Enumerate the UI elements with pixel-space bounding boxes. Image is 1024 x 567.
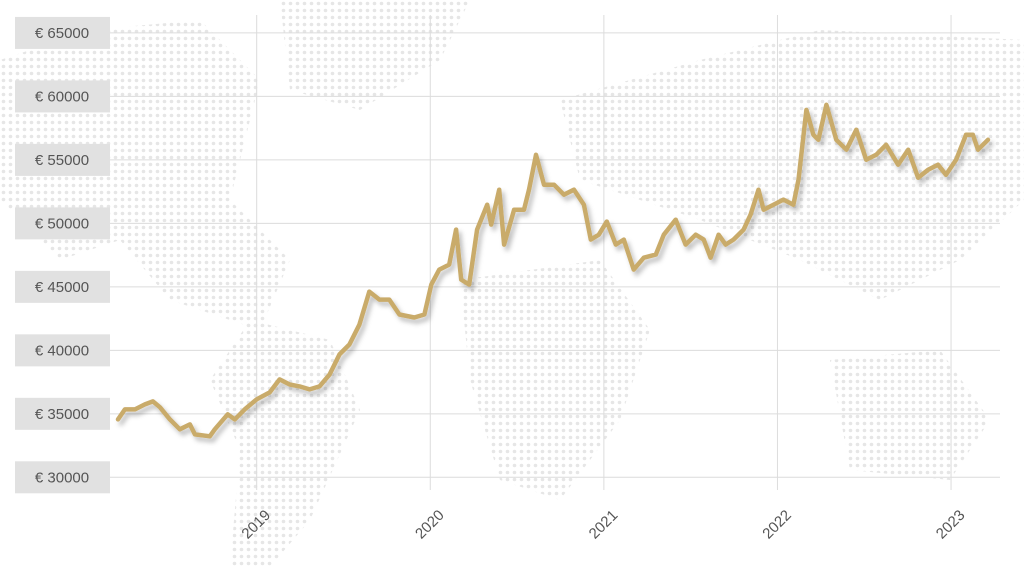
y-tick-label: € 50000 [35,215,89,232]
x-tick-label: 2020 [412,507,448,543]
x-tick-label: 2021 [586,507,622,543]
tick-box [15,334,110,367]
y-tick-label: € 40000 [35,342,89,359]
y-tick-label: € 45000 [35,279,89,296]
tick-box [15,80,110,113]
tick-box [15,207,110,240]
tick-box [15,270,110,303]
tick-box [15,461,110,494]
tick-box [15,397,110,430]
tick-box [15,16,110,49]
y-tick-label: € 35000 [35,406,89,423]
price-line [115,102,991,439]
y-tick-label: € 55000 [35,152,89,169]
x-tick-label: 2022 [759,507,795,543]
y-tick-label: € 30000 [35,469,89,486]
y-tick-label: € 65000 [35,25,89,42]
tick-box [15,143,110,176]
y-tick-label: € 60000 [35,88,89,105]
x-tick-label: 2023 [933,507,969,543]
